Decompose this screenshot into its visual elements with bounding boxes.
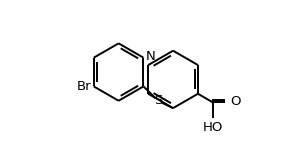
- Text: Br: Br: [77, 80, 92, 93]
- Text: S: S: [154, 94, 162, 107]
- Text: O: O: [230, 95, 241, 108]
- Text: HO: HO: [202, 121, 223, 134]
- Text: N: N: [146, 50, 156, 63]
